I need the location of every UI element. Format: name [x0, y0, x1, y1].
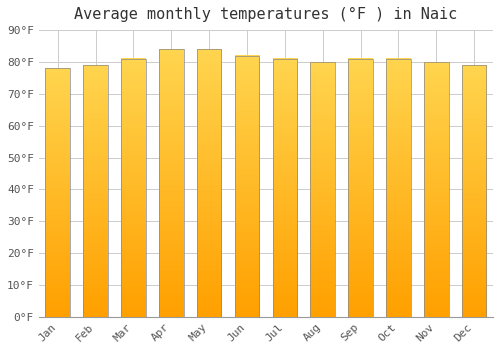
Bar: [159, 49, 184, 317]
Bar: [462, 65, 486, 317]
Bar: [234, 56, 260, 317]
Bar: [348, 59, 373, 317]
Bar: [386, 59, 410, 317]
Title: Average monthly temperatures (°F ) in Naic: Average monthly temperatures (°F ) in Na…: [74, 7, 458, 22]
Bar: [121, 59, 146, 317]
Bar: [424, 62, 448, 317]
Bar: [46, 68, 70, 317]
Bar: [272, 59, 297, 317]
Bar: [84, 65, 108, 317]
Bar: [197, 49, 222, 317]
Bar: [310, 62, 335, 317]
